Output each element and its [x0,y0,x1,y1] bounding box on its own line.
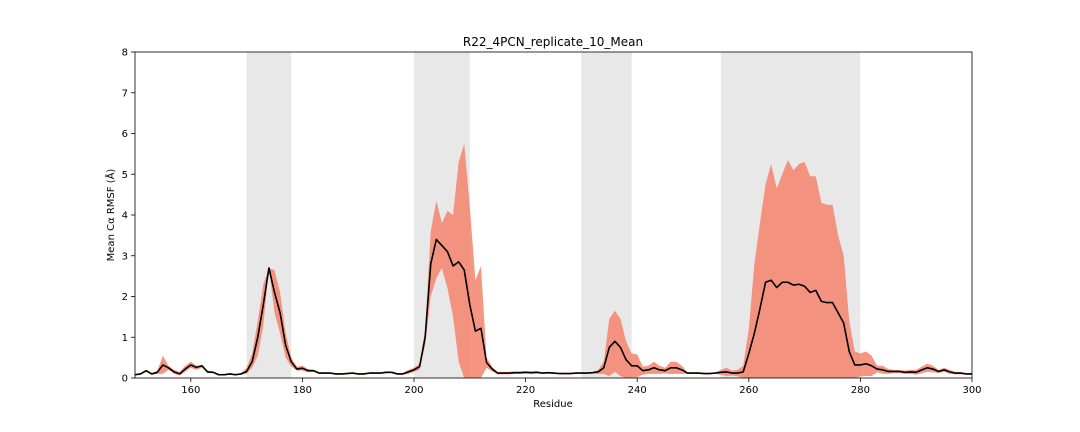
y-tick-label: 4 [122,211,128,222]
y-axis-ticks: 0 1 2 3 4 5 6 7 8 [122,48,135,385]
y-tick-label: 6 [122,129,128,140]
x-tick-label: 220 [516,385,535,396]
y-tick-label: 7 [122,88,128,99]
y-tick-label: 0 [122,374,128,385]
rmsf-band [135,143,972,378]
x-tick-label: 200 [404,385,423,396]
mean-line-layer [134,238,972,376]
y-tick-label: 2 [122,292,128,303]
y-tick-label: 3 [122,251,128,262]
x-tick-label: 300 [962,385,981,396]
y-tick-label: 8 [122,48,128,59]
chart-title: R22_4PCN_replicate_10_Mean [463,35,643,49]
mean-line [134,238,972,376]
x-tick-label: 240 [628,385,647,396]
y-axis-label: Mean Cα RMSF (Å) [104,169,117,262]
std-band [135,143,972,378]
x-axis-ticks: 160 180 200 220 240 260 280 300 [181,378,982,396]
y-tick-label: 1 [122,333,128,344]
x-axis-label: Residue [533,399,572,410]
x-tick-label: 180 [293,385,312,396]
y-tick-label: 5 [122,170,128,181]
x-tick-label: 260 [739,385,758,396]
x-tick-label: 280 [851,385,870,396]
x-tick-label: 160 [181,385,200,396]
shaded-region-2 [581,52,632,378]
